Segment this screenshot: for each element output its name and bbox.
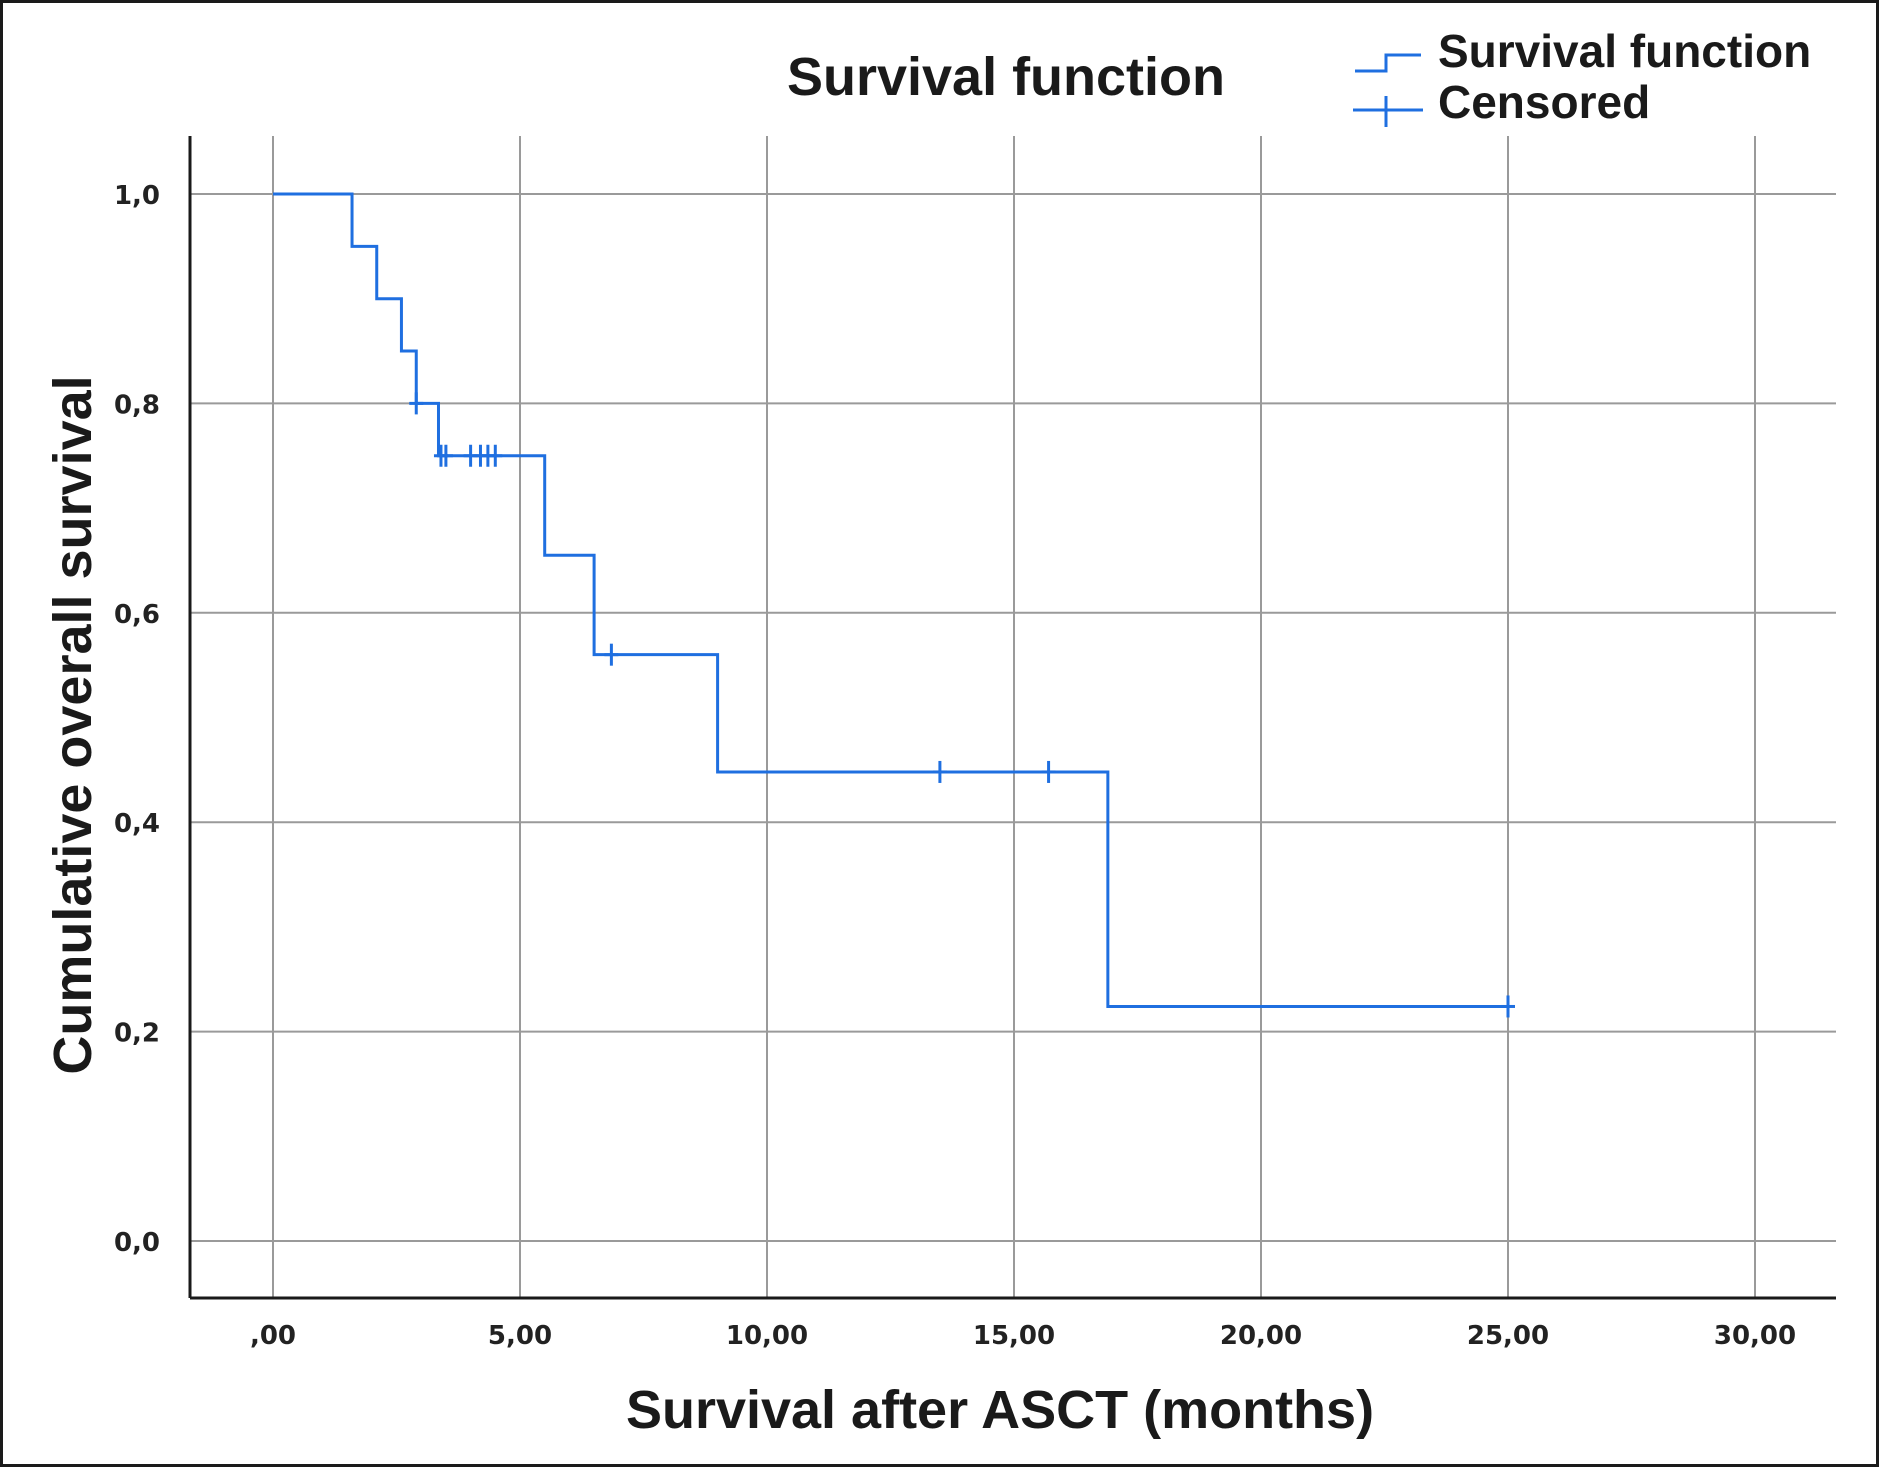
- x-tick-label: 10,00: [726, 1321, 808, 1351]
- x-tick-label: 30,00: [1714, 1321, 1796, 1351]
- x-tick-label: ,00: [250, 1321, 296, 1351]
- y-tick-label: 1,0: [114, 181, 160, 211]
- axes: [188, 136, 1836, 1300]
- censored-marker: [932, 760, 947, 783]
- x-tick-label: 20,00: [1220, 1321, 1302, 1351]
- legend-survival-label: Survival function: [1438, 25, 1811, 77]
- censored-marker: [438, 444, 453, 467]
- censored-marker: [488, 444, 503, 467]
- x-tick-label: 25,00: [1467, 1321, 1549, 1351]
- survival-curve: [273, 192, 1508, 1008]
- y-tick-label: 0,8: [114, 390, 160, 420]
- series: [273, 192, 1515, 1018]
- x-axis-label: Survival after ASCT (months): [626, 1380, 1374, 1440]
- x-tick-labels: ,00 5,00 10,00 15,00 20,00 25,00 30,00: [250, 1321, 1796, 1351]
- y-tick-labels: 0,0 0,2 0,4 0,6 0,8 1,0: [114, 181, 160, 1258]
- y-tick-label: 0,6: [114, 600, 160, 630]
- x-tick-label: 5,00: [488, 1321, 552, 1351]
- censored-marker: [604, 643, 619, 666]
- censored-marker: [1501, 995, 1515, 1018]
- legend-survival-swatch: [1355, 53, 1421, 73]
- y-tick-label: 0,0: [114, 1228, 160, 1258]
- censored-marker: [409, 392, 424, 415]
- x-tick-label: 15,00: [973, 1321, 1055, 1351]
- grid-lines: [190, 136, 1836, 1298]
- chart-title: Survival function: [787, 47, 1225, 107]
- y-tick-label: 0,4: [114, 809, 160, 839]
- y-tick-label: 0,2: [114, 1019, 160, 1049]
- legend-censored-label: Censored: [1438, 76, 1650, 128]
- survival-chart: Survival function Survival function Cens…: [43, 25, 1836, 1440]
- legend: Survival function Censored: [1353, 25, 1811, 128]
- y-axis-label: Cumulative overall survival: [43, 375, 103, 1074]
- censored-marker: [1041, 760, 1056, 783]
